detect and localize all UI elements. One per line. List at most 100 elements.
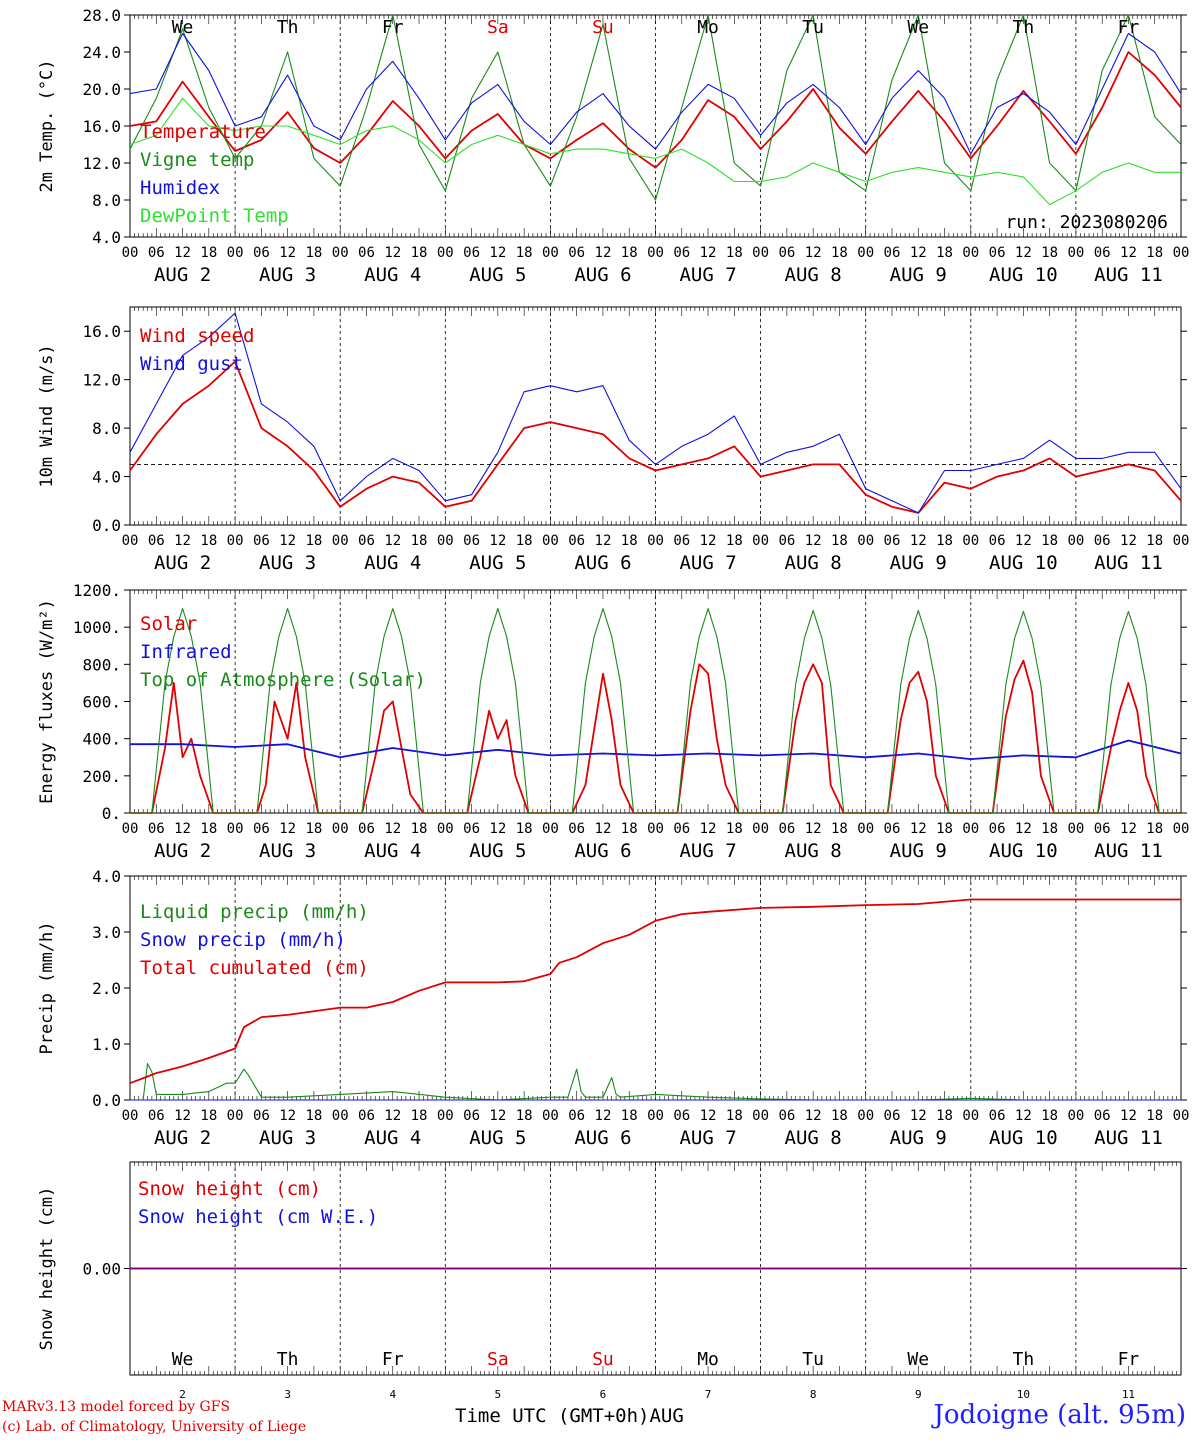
legend-entry: Solar xyxy=(140,613,197,635)
hour-label: 06 xyxy=(253,533,270,549)
hour-label: 00 xyxy=(1173,1108,1190,1124)
y-tick-label: 600. xyxy=(82,693,121,712)
hour-label: 12 xyxy=(279,821,296,837)
weekday-label-bottom: Th xyxy=(1013,1349,1035,1370)
hour-label: 00 xyxy=(647,245,664,261)
legend-entry: Top of Atmosphere (Solar) xyxy=(140,669,426,691)
date-label: AUG 11 xyxy=(1094,264,1163,286)
y-axis-label: Energy fluxes (W/m²) xyxy=(37,599,57,804)
hour-label: 18 xyxy=(936,821,953,837)
date-label: AUG 6 xyxy=(574,264,631,286)
hour-label: 00 xyxy=(437,533,454,549)
hour-label: 00 xyxy=(962,533,979,549)
date-label: AUG 11 xyxy=(1094,840,1163,862)
hour-label: 06 xyxy=(253,245,270,261)
legend-entry: Temperature xyxy=(140,121,266,143)
hour-label: 12 xyxy=(1015,1108,1032,1124)
hour-label: 06 xyxy=(673,821,690,837)
y-axis-label: Snow height (cm) xyxy=(37,1187,57,1351)
hour-label: 18 xyxy=(831,245,848,261)
weekday-label-top: Mo xyxy=(697,17,719,38)
y-tick-label: 1000. xyxy=(73,618,121,637)
hour-label: 12 xyxy=(489,533,506,549)
hour-label: 06 xyxy=(884,533,901,549)
hour-label: 06 xyxy=(989,533,1006,549)
hour-label: 18 xyxy=(516,1108,533,1124)
hour-label: 18 xyxy=(621,245,638,261)
hour-label: 00 xyxy=(542,821,559,837)
hour-label: 06 xyxy=(1094,245,1111,261)
hour-label: 06 xyxy=(673,1108,690,1124)
weekday-label-bottom: Su xyxy=(592,1349,614,1370)
date-label: AUG 4 xyxy=(364,264,421,286)
hour-label: 06 xyxy=(148,245,165,261)
series-line xyxy=(130,608,1181,814)
hour-label: 18 xyxy=(200,1108,217,1124)
hour-label: 06 xyxy=(778,821,795,837)
hour-label: 18 xyxy=(1041,245,1058,261)
hour-label: 12 xyxy=(910,821,927,837)
series-line xyxy=(130,739,1182,760)
y-tick-label: 3.0 xyxy=(92,923,121,942)
hour-label: 18 xyxy=(1146,245,1163,261)
hour-label: 18 xyxy=(516,245,533,261)
hour-label: 18 xyxy=(831,533,848,549)
weekday-label-top: Su xyxy=(592,17,614,38)
day-number: 5 xyxy=(495,1388,502,1400)
date-label: AUG 8 xyxy=(785,1127,842,1149)
hour-label: 18 xyxy=(1041,533,1058,549)
hour-label: 00 xyxy=(857,245,874,261)
date-label: AUG 6 xyxy=(574,552,631,574)
hour-label: 00 xyxy=(1173,821,1190,837)
hour-label: 12 xyxy=(1120,245,1137,261)
hour-label: 12 xyxy=(1015,821,1032,837)
date-label: AUG 3 xyxy=(259,552,316,574)
date-label: AUG 6 xyxy=(574,840,631,862)
hour-label: 00 xyxy=(437,245,454,261)
hour-label: 12 xyxy=(174,1108,191,1124)
hour-label: 06 xyxy=(778,533,795,549)
hour-label: 18 xyxy=(200,533,217,549)
hour-label: 06 xyxy=(778,245,795,261)
hour-label: 12 xyxy=(805,1108,822,1124)
date-label: AUG 5 xyxy=(469,264,526,286)
hour-label: 06 xyxy=(463,245,480,261)
hour-label: 12 xyxy=(1120,533,1137,549)
hour-label: 12 xyxy=(700,245,717,261)
hour-label: 00 xyxy=(752,821,769,837)
hour-label: 18 xyxy=(936,1108,953,1124)
hour-label: 06 xyxy=(989,821,1006,837)
date-label: AUG 4 xyxy=(364,840,421,862)
weekday-label-top: Sa xyxy=(487,17,509,38)
legend-entry: Liquid precip (mm/h) xyxy=(140,901,369,923)
series-line xyxy=(129,97,1181,206)
hour-label: 18 xyxy=(726,1108,743,1124)
hour-label: 12 xyxy=(595,1108,612,1124)
date-label: AUG 7 xyxy=(679,552,736,574)
hour-label: 12 xyxy=(595,533,612,549)
hour-label: 12 xyxy=(384,245,401,261)
hour-label: 00 xyxy=(542,1108,559,1124)
hour-label: 12 xyxy=(1120,1108,1137,1124)
hour-label: 00 xyxy=(227,533,244,549)
legend-entry: Total cumulated (cm) xyxy=(140,957,369,979)
hour-label: 18 xyxy=(411,245,428,261)
weekday-label-top: We xyxy=(907,17,929,38)
hour-label: 00 xyxy=(962,1108,979,1124)
hour-label: 06 xyxy=(568,821,585,837)
hour-label: 12 xyxy=(700,1108,717,1124)
hour-label: 06 xyxy=(884,1108,901,1124)
date-label: AUG 2 xyxy=(154,264,211,286)
hour-label: 00 xyxy=(1067,1108,1084,1124)
hour-label: 00 xyxy=(647,1108,664,1124)
date-label: AUG 11 xyxy=(1094,552,1163,574)
date-label: AUG 2 xyxy=(154,1127,211,1149)
hour-label: 18 xyxy=(726,245,743,261)
hour-label: 18 xyxy=(936,533,953,549)
hour-label: 12 xyxy=(910,1108,927,1124)
hour-label: 06 xyxy=(568,533,585,549)
hour-label: 18 xyxy=(200,821,217,837)
hour-label: 12 xyxy=(279,533,296,549)
series-line xyxy=(129,51,1182,169)
hour-label: 00 xyxy=(332,245,349,261)
